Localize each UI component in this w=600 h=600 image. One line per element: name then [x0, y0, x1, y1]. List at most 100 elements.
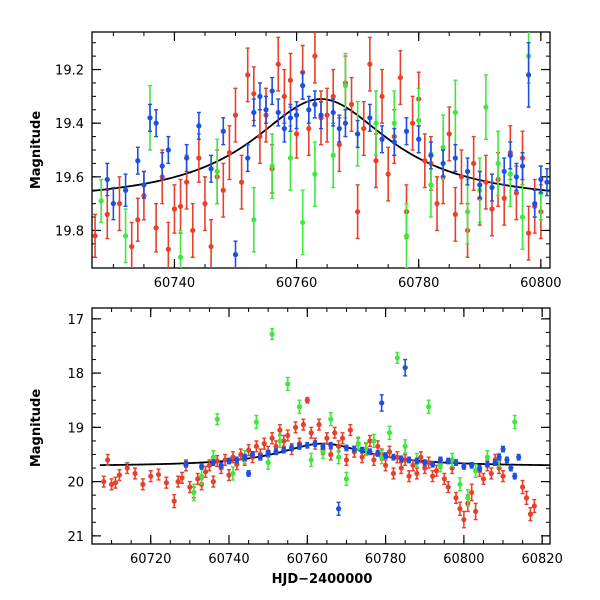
data-point	[132, 467, 138, 480]
data-point	[328, 441, 334, 449]
data-point	[184, 143, 190, 173]
point-marker	[367, 449, 373, 455]
point-marker	[245, 72, 251, 78]
point-marker	[163, 480, 169, 486]
data-point	[391, 127, 397, 157]
data-point	[251, 186, 257, 253]
point-marker	[273, 443, 279, 449]
point-marker	[332, 430, 338, 436]
point-marker	[544, 179, 550, 185]
data-point	[336, 501, 342, 516]
data-point	[308, 452, 314, 468]
y-tick-label: 19	[67, 421, 84, 436]
data-point	[414, 467, 420, 480]
point-marker	[253, 419, 260, 425]
point-marker	[308, 430, 314, 436]
data-point	[367, 448, 373, 456]
data-point	[218, 461, 224, 469]
y-tick-label: 19.6	[55, 171, 84, 186]
point-marker	[289, 445, 295, 451]
data-point	[245, 470, 252, 477]
point-marker	[306, 107, 312, 113]
data-point	[177, 178, 184, 234]
point-marker	[507, 171, 513, 177]
data-point	[410, 95, 416, 151]
point-marker	[348, 101, 355, 108]
point-marker	[483, 104, 489, 110]
data-point	[363, 441, 369, 457]
data-point	[531, 498, 537, 514]
point-marker	[287, 155, 294, 161]
point-marker	[251, 91, 257, 97]
data-point	[230, 451, 236, 464]
data-point	[234, 456, 240, 464]
data-point	[501, 157, 507, 186]
point-marker	[316, 422, 322, 428]
data-point	[390, 467, 397, 480]
point-marker	[153, 225, 159, 231]
point-marker	[445, 458, 451, 464]
point-marker	[275, 61, 281, 67]
point-marker	[473, 468, 479, 474]
point-marker	[222, 457, 228, 463]
data-point	[379, 449, 385, 465]
data-point	[379, 394, 385, 412]
point-marker	[519, 484, 526, 490]
point-marker	[226, 150, 232, 156]
point-marker	[238, 451, 244, 458]
data-point	[202, 465, 209, 478]
data-point	[257, 453, 263, 461]
point-marker	[403, 233, 410, 239]
point-marker	[394, 355, 400, 361]
point-marker	[159, 163, 165, 169]
data-point	[269, 133, 275, 199]
point-marker	[293, 112, 300, 118]
data-point	[402, 439, 408, 454]
data-point	[245, 444, 252, 457]
data-point	[304, 396, 310, 404]
point-marker	[379, 400, 385, 406]
point-marker	[496, 454, 502, 460]
data-point	[371, 453, 377, 467]
point-marker	[379, 136, 385, 142]
point-marker	[532, 201, 538, 207]
point-marker	[398, 456, 404, 462]
data-point	[398, 461, 404, 475]
point-marker	[214, 416, 220, 422]
data-point	[526, 205, 532, 261]
data-point	[148, 470, 154, 483]
data-point	[373, 90, 379, 157]
point-marker	[398, 465, 404, 471]
data-point	[226, 125, 232, 181]
y-tick-label: 17	[67, 313, 84, 328]
data-point	[355, 119, 361, 149]
point-marker	[336, 125, 342, 132]
point-marker	[452, 155, 458, 161]
data-point	[398, 455, 404, 463]
point-marker	[471, 160, 477, 167]
point-marker	[477, 182, 483, 188]
point-marker	[124, 465, 130, 471]
point-marker	[355, 441, 361, 447]
point-marker	[273, 449, 279, 455]
point-marker	[483, 179, 489, 185]
data-point	[306, 95, 312, 124]
point-marker	[285, 432, 291, 439]
data-point	[239, 154, 245, 210]
point-marker	[428, 182, 434, 188]
point-marker	[257, 93, 263, 99]
point-marker	[226, 458, 232, 464]
point-marker	[234, 457, 240, 463]
data-point	[457, 501, 463, 516]
data-point	[397, 50, 403, 106]
data-point	[287, 52, 294, 108]
point-marker	[414, 458, 420, 464]
data-point	[251, 98, 257, 127]
point-marker	[312, 171, 318, 177]
data-point	[359, 446, 365, 454]
point-marker	[437, 462, 443, 468]
point-marker	[300, 83, 306, 89]
point-marker	[196, 123, 202, 129]
data-point	[465, 489, 471, 507]
point-marker	[464, 168, 471, 175]
